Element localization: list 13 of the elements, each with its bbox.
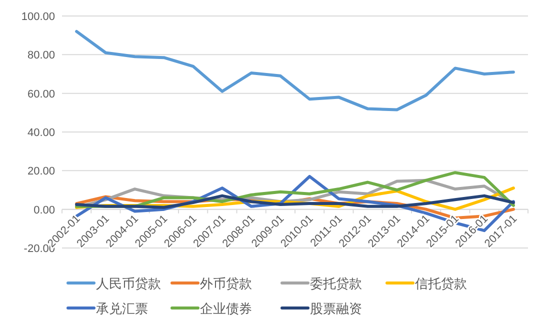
legend-label: 股票融资 [310,301,362,316]
legend-label: 外币贷款 [200,276,252,291]
y-tick-label: 40.00 [27,127,55,139]
y-tick-label: 100.00 [21,11,55,23]
y-tick-label: 0.00 [34,204,55,216]
y-tick-label: 60.00 [27,88,55,100]
y-tick-label: 80.00 [27,50,55,62]
legend-label: 委托贷款 [310,276,362,291]
legend-label: 人民币贷款 [96,276,161,291]
y-tick-label: 20.00 [27,166,55,178]
legend-label: 企业债券 [200,301,252,316]
legend-label: 承兑汇票 [96,301,148,316]
legend-label: 信托贷款 [415,276,467,291]
